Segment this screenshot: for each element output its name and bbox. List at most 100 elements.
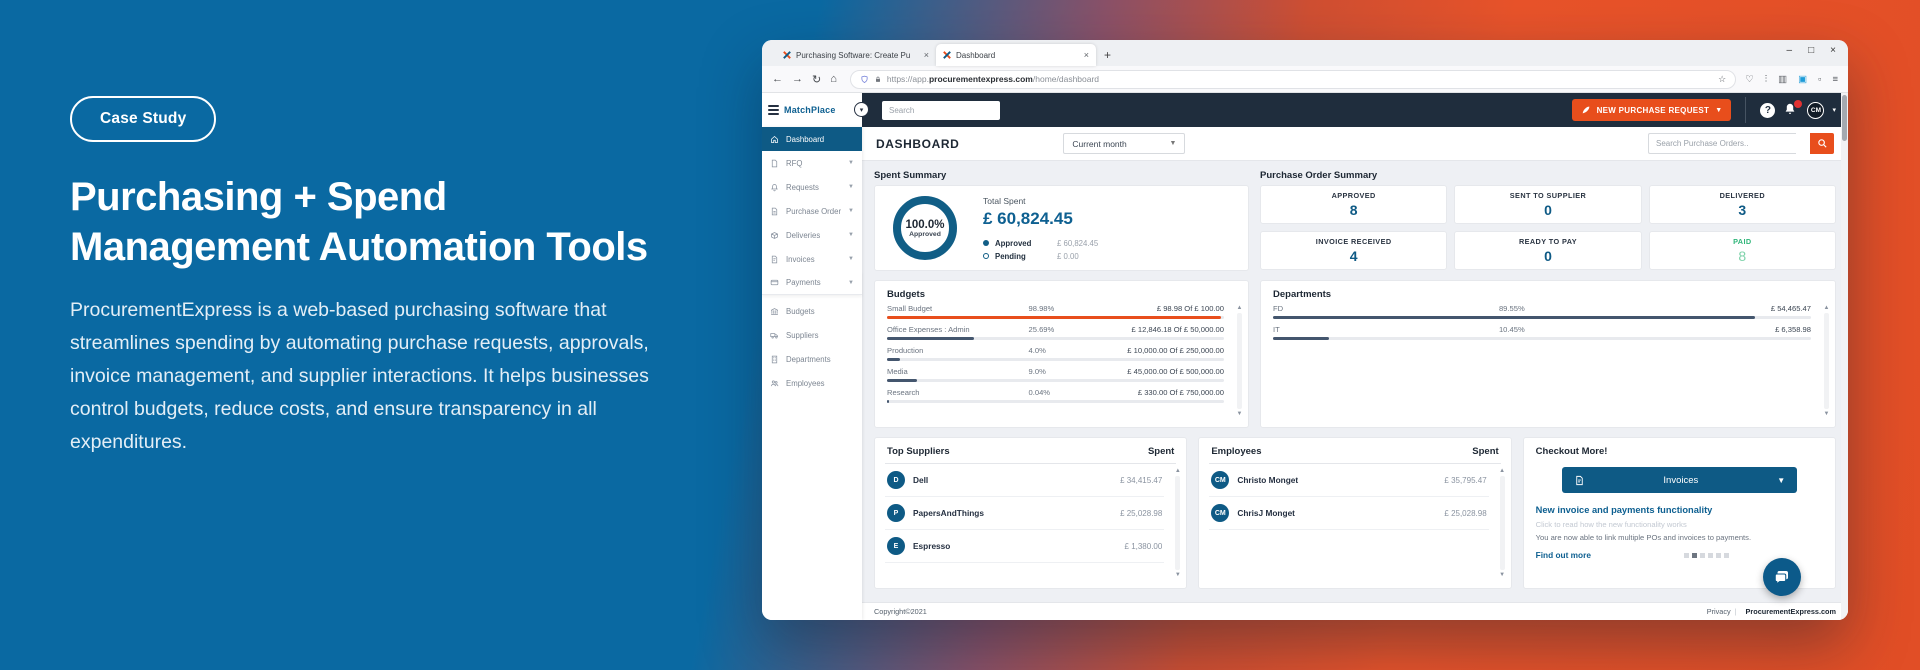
period-value: Current month — [1072, 138, 1127, 149]
panel-scrollbar[interactable]: ▲ ▼ — [1822, 305, 1831, 417]
chevron-down-icon[interactable]: ▾ — [1832, 107, 1836, 114]
notification-badge — [1794, 100, 1803, 108]
new-tab-button[interactable]: + — [1104, 48, 1112, 62]
department-row[interactable]: FD 89.55% £ 54,465.47 — [1273, 304, 1811, 319]
employee-avatar: CM — [1211, 471, 1230, 489]
privacy-link[interactable]: Privacy — [1706, 607, 1731, 616]
browser-tab-dashboard[interactable]: Dashboard × — [936, 44, 1096, 66]
sidebar-item-rfq[interactable]: RFQ ▼ — [762, 151, 862, 175]
scroll-up-icon[interactable]: ▲ — [1236, 305, 1243, 311]
sidebar-collapse-icon[interactable]: ▾ — [854, 102, 869, 117]
employee-row[interactable]: CM ChrisJ Monget £ 25,028.98 — [1209, 497, 1489, 530]
global-search-input[interactable] — [882, 100, 1000, 120]
pocket-icon[interactable]: ♡ — [1745, 73, 1754, 85]
scroll-down-icon[interactable]: ▼ — [1823, 411, 1830, 417]
po-summary-grid: APPROVED 8 SENT TO SUPPLIER 0 DELIVERED — [1260, 185, 1836, 270]
sidebar-toggle-icon[interactable]: ▥ — [1778, 73, 1788, 85]
user-avatar[interactable]: CM — [1807, 101, 1825, 119]
purchase-order-search-input[interactable] — [1648, 133, 1796, 154]
library-icon[interactable]: ⫶ — [1764, 73, 1768, 85]
dashboard-main: DASHBOARD Current month ▼ — [862, 127, 1848, 620]
suppliers-list: D Dell £ 34,415.47 P PapersAndThings £ 2… — [885, 464, 1176, 563]
scroll-up-icon[interactable]: ▲ — [1823, 305, 1830, 311]
scroll-down-icon[interactable]: ▼ — [1499, 572, 1506, 578]
pending-dot-icon — [983, 253, 989, 259]
scroll-up-icon[interactable]: ▲ — [1499, 468, 1506, 474]
supplier-row[interactable]: E Espresso £ 1,380.00 — [885, 530, 1165, 563]
department-row[interactable]: IT 10.45% £ 6,358.98 — [1273, 325, 1811, 340]
back-icon[interactable]: ← — [772, 73, 783, 85]
department-bar — [1273, 337, 1330, 340]
tab-close-icon[interactable]: × — [1083, 50, 1089, 60]
site-link[interactable]: ProcurementExpress.com — [1745, 607, 1836, 616]
supplier-row[interactable]: D Dell £ 34,415.47 — [885, 464, 1165, 497]
invoices-dropdown-button[interactable]: Invoices ▼ — [1561, 467, 1798, 493]
checkout-subtext-2: You are now able to link multiple POs an… — [1535, 533, 1752, 542]
scroll-down-icon[interactable]: ▼ — [1174, 572, 1181, 578]
sidebar-item-dashboard[interactable]: Dashboard — [762, 127, 862, 151]
scrollbar-thumb[interactable] — [1842, 95, 1847, 141]
invoice-icon — [771, 255, 778, 263]
bookmark-star-icon[interactable]: ☆ — [1718, 73, 1727, 84]
app-sidebar: Dashboard RFQ ▼ Requests ▼ Purchase Orders… — [762, 127, 862, 620]
po-card-approved: APPROVED 8 — [1260, 185, 1448, 224]
procurement-app: MatchPlace ▾ NEW PURCHASE REQUEST ▼ ? — [762, 93, 1848, 620]
chevron-down-icon: ▼ — [1777, 475, 1786, 485]
budget-row[interactable]: Office Expenses : Admin 25.69% £ 12,846.18… — [887, 325, 1224, 340]
supplier-row[interactable]: P PapersAndThings £ 25,028.98 — [885, 497, 1165, 530]
help-icon[interactable]: ? — [1760, 102, 1776, 118]
tab-close-icon[interactable]: × — [923, 50, 929, 60]
favicon — [783, 51, 791, 59]
menu-icon[interactable]: ≡ — [1832, 73, 1838, 85]
checkout-headline-link[interactable]: New invoice and payments functionality — [1535, 505, 1713, 515]
sidebar-item-requests[interactable]: Requests ▼ — [762, 175, 862, 199]
chat-widget-button[interactable] — [1763, 558, 1801, 596]
scroll-down-icon[interactable]: ▼ — [1236, 411, 1243, 417]
sidebar-item-suppliers[interactable]: Suppliers — [762, 323, 862, 347]
po-card-delivered: DELIVERED 3 — [1648, 185, 1836, 224]
extension-icon[interactable]: ▫ — [1818, 73, 1822, 85]
budget-row[interactable]: Media 9.0% £ 45,000.00 Of £ 500,000.00 — [887, 367, 1224, 382]
search-button[interactable] — [1810, 133, 1834, 154]
employee-row[interactable]: CM Christo Monget £ 35,795.47 — [1209, 464, 1489, 497]
sidebar-item-invoices[interactable]: Invoices ▼ — [762, 247, 862, 271]
url-domain: procurementexpress.com — [928, 74, 1033, 84]
budget-row[interactable]: Production 4.0% £ 10,000.00 Of £ 250,000.0… — [887, 346, 1224, 361]
maximize-icon[interactable]: □ — [1808, 45, 1815, 56]
hamburger-icon[interactable] — [768, 105, 779, 115]
sidebar-item-deliveries[interactable]: Deliveries ▼ — [762, 223, 862, 247]
budget-bar — [887, 316, 1221, 319]
panel-scrollbar[interactable]: ▲ ▼ — [1173, 468, 1182, 578]
spent-summary-panel: 100.0% Approved Total Spent £ 60,824.45 — [874, 185, 1249, 271]
sidebar-item-employees[interactable]: Employees — [762, 371, 862, 395]
close-icon[interactable]: × — [1830, 45, 1836, 56]
find-out-more-link[interactable]: Find out more — [1535, 550, 1591, 560]
badge-label: Case Study — [100, 110, 187, 127]
budget-row[interactable]: Research 0.04% £ 330.00 Of £ 750,000.00 — [887, 388, 1224, 403]
sidebar-item-payments[interactable]: Payments ▼ — [762, 271, 862, 295]
minimize-icon[interactable]: – — [1786, 45, 1793, 56]
address-bar[interactable]: https://app.procurementexpress.com/home/… — [849, 69, 1737, 89]
container-tabs-icon[interactable]: ▣ — [1798, 73, 1808, 85]
browser-tab-purchasing[interactable]: Purchasing Software: Create Pu × — [776, 44, 936, 66]
carousel-dots[interactable] — [1591, 552, 1823, 558]
scroll-up-icon[interactable]: ▲ — [1174, 468, 1181, 474]
users-icon — [771, 380, 779, 386]
new-purchase-request-button[interactable]: NEW PURCHASE REQUEST ▼ — [1571, 99, 1732, 121]
home-icon[interactable]: ⌂ — [830, 73, 837, 85]
employees-title: Employees — [1211, 446, 1262, 457]
top-suppliers-title: Top Suppliers — [887, 446, 950, 457]
sidebar-item-purchase-orders[interactable]: Purchase Orders ▼ — [762, 199, 862, 223]
forward-icon[interactable]: → — [792, 73, 803, 85]
period-select[interactable]: Current month ▼ — [1063, 133, 1186, 154]
page-scrollbar[interactable] — [1841, 93, 1848, 620]
panel-scrollbar[interactable]: ▲ ▼ — [1498, 468, 1507, 578]
budget-bar — [887, 358, 901, 361]
budget-row[interactable]: Small Budget 98.98% £ 98.98 Of £ 100.00 — [887, 304, 1224, 319]
reload-icon[interactable]: ↻ — [812, 73, 822, 86]
sidebar-item-departments[interactable]: Departments — [762, 347, 862, 371]
notifications-bell-icon[interactable] — [1783, 100, 1803, 118]
checkout-subtext-1: Click to read how the new functionality … — [1535, 520, 1687, 529]
sidebar-item-budgets[interactable]: Budgets — [762, 299, 862, 323]
panel-scrollbar[interactable]: ▲ ▼ — [1235, 305, 1244, 417]
